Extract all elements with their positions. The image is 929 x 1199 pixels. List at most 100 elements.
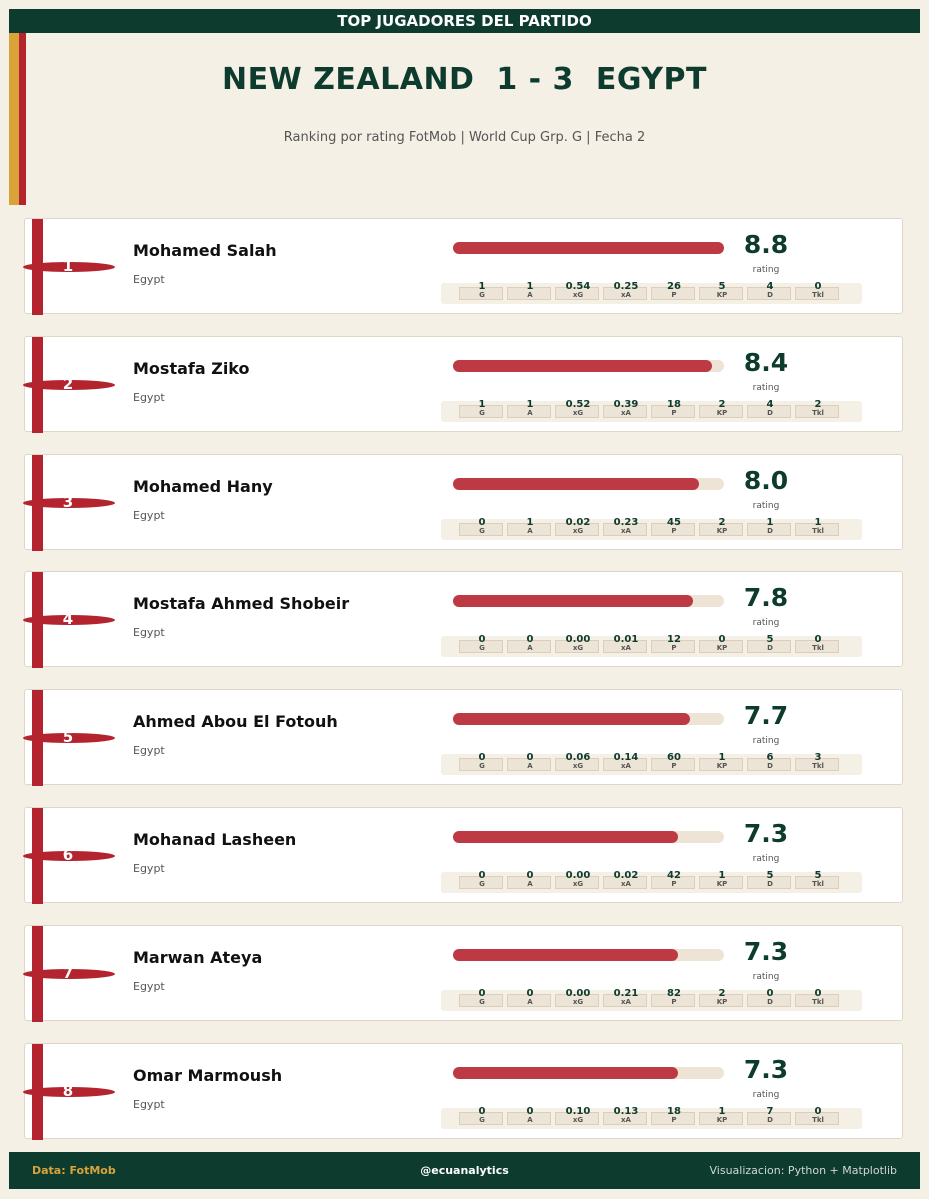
stat-value: 18 xyxy=(667,398,681,410)
rank-badge xyxy=(23,379,115,390)
stats-panel: 0 G 0 A 0.00 xG 0.02 xA 42 P 1 KP 5 D 5 Tkl xyxy=(441,870,862,893)
stat-label: G xyxy=(479,291,485,299)
stat-box: 0.52 xG xyxy=(555,399,599,418)
rank-badge xyxy=(23,262,115,272)
stat-value: 1 xyxy=(526,516,534,528)
rating-bar-track xyxy=(453,831,724,843)
rating-bar-track xyxy=(453,477,724,490)
stat-label: D xyxy=(767,762,773,771)
rating-bar-track xyxy=(453,359,724,372)
stat-label: G xyxy=(479,526,485,535)
stat-box: 0.00 xG xyxy=(555,988,599,1007)
rating-bar-track xyxy=(453,242,724,254)
player-card: 7 Marwan Ateya Egypt 7.3 rating 0 G 0 A 0.00 xG 0.2… xyxy=(23,924,903,1022)
rating-bar xyxy=(453,948,678,961)
stat-label: A xyxy=(527,1115,533,1124)
stat-label: P xyxy=(671,880,677,888)
player-name: Mostafa Ziko xyxy=(133,358,250,378)
stat-label: G xyxy=(479,1115,485,1124)
stats-panel: 1 G 1 A 0.52 xG 0.39 xA 18 P 2 KP 4 D 2 Tkl xyxy=(441,398,862,422)
footer-credit: Visualizacion: Python + Matplotlib xyxy=(709,1164,897,1177)
stat-label: P xyxy=(671,291,677,299)
stat-label: Tkl xyxy=(812,880,824,888)
stat-value: 0.14 xyxy=(613,752,639,764)
stat-box: 0.00 xG xyxy=(555,870,599,889)
stat-value: 0 xyxy=(766,987,774,999)
stats-panel: 1 G 1 A 0.54 xG 0.25 xA 26 P 5 KP 4 D 0 Tkl xyxy=(441,281,862,304)
stat-box: 2 KP xyxy=(699,988,743,1007)
stat-label: A xyxy=(527,997,533,1006)
stat-label: Tkl xyxy=(812,408,824,417)
rank-badge xyxy=(23,733,115,744)
stat-label: xG xyxy=(572,762,584,771)
player-card: 8 Omar Marmoush Egypt 7.3 rating 0 G 0 A 0.10 xG 0.… xyxy=(23,1042,903,1140)
stat-box: 0.06 xG xyxy=(555,752,599,772)
rating-bar xyxy=(453,1066,678,1079)
stat-label: xG xyxy=(572,1115,584,1124)
stat-value: 18 xyxy=(667,1105,681,1117)
stat-label: P xyxy=(671,408,677,417)
stat-label: D xyxy=(767,880,773,888)
stat-box: 1 KP xyxy=(699,752,743,772)
stat-value: 0.00 xyxy=(565,634,591,646)
rating-bar xyxy=(453,713,691,726)
stat-label: G xyxy=(479,997,485,1006)
stat-label: xG xyxy=(572,644,584,653)
stat-value: 0 xyxy=(814,634,822,646)
stat-value: 0 xyxy=(478,516,486,528)
stat-label: A xyxy=(527,762,533,771)
stat-label: D xyxy=(767,291,773,299)
stat-value: 0 xyxy=(526,870,534,881)
stat-value: 0 xyxy=(718,634,726,646)
stat-box: 0.39 xA xyxy=(603,399,647,418)
stat-box: 18 P xyxy=(651,1106,695,1125)
rating-label: rating xyxy=(752,382,780,393)
rating-label: rating xyxy=(752,500,780,511)
stat-value: 0.52 xyxy=(565,398,591,410)
stat-value: 5 xyxy=(718,281,726,292)
stat-box: 1 KP xyxy=(699,1106,743,1125)
stat-label: D xyxy=(767,997,773,1006)
stat-label: P xyxy=(671,762,677,771)
stat-value: 42 xyxy=(667,870,681,881)
footer-source: Data: FotMob xyxy=(32,1164,116,1177)
rank-badge xyxy=(23,968,115,979)
match-subtitle: Ranking por rating FotMob | World Cup Gr… xyxy=(283,130,646,145)
rating-label: rating xyxy=(752,265,780,275)
stat-value: 2 xyxy=(718,398,726,410)
stat-label: xG xyxy=(572,408,584,417)
rating-value: 8.4 xyxy=(743,347,789,377)
stat-box: 5 Tkl xyxy=(795,870,839,889)
stat-value: 1 xyxy=(718,752,726,764)
stat-label: P xyxy=(671,644,677,653)
player-card: 5 Ahmed Abou El Fotouh Egypt 7.7 rating 0 G 0 A 0… xyxy=(23,689,903,787)
player-name: Ahmed Abou El Fotouh xyxy=(133,712,338,732)
stat-label: KP xyxy=(716,997,728,1006)
stat-box: 0 Tkl xyxy=(795,1106,839,1125)
stats-panel: 0 G 0 A 0.06 xG 0.14 xA 60 P 1 KP 6 D 3 Tkl xyxy=(441,752,862,776)
stat-value: 0.10 xyxy=(565,1105,591,1117)
rating-label: rating xyxy=(752,736,780,747)
stat-value: 0 xyxy=(478,752,486,764)
stat-value: 0.23 xyxy=(613,516,639,528)
rating-value: 7.3 xyxy=(743,936,789,966)
stat-box: 0.54 xG xyxy=(555,281,599,300)
stat-box: 0 Tkl xyxy=(795,634,839,654)
stat-value: 45 xyxy=(667,516,681,528)
rating-label: rating xyxy=(752,854,780,864)
stat-value: 0.06 xyxy=(565,752,591,764)
rank-number: 6 xyxy=(62,846,74,864)
stat-label: P xyxy=(671,997,677,1006)
stat-label: G xyxy=(479,644,485,653)
stat-value: 82 xyxy=(667,987,681,999)
rating-bar xyxy=(453,242,724,254)
stat-value: 4 xyxy=(766,398,774,410)
rating-bar-track xyxy=(453,948,724,961)
